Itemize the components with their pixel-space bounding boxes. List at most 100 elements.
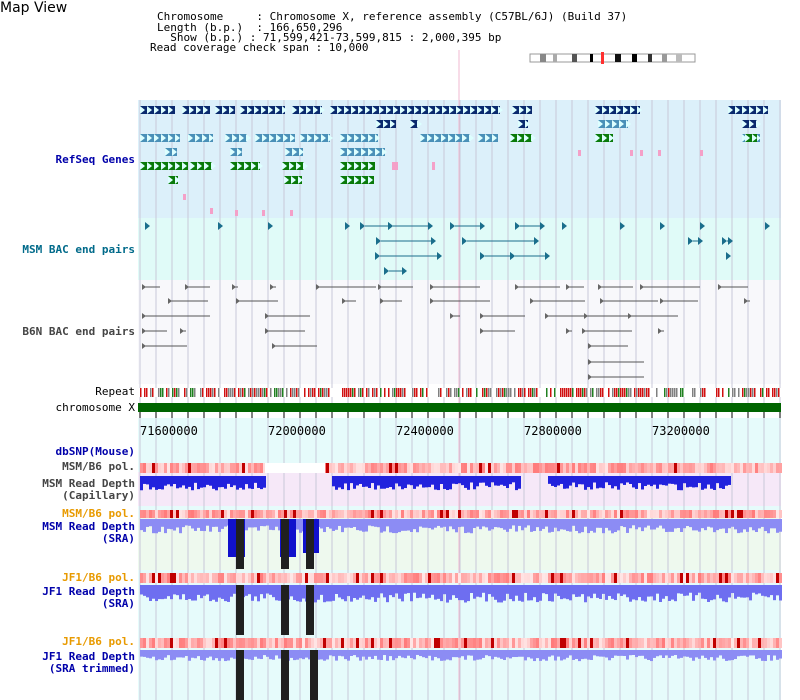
pol-cell <box>446 510 449 518</box>
pol-cell <box>701 510 704 518</box>
pol-cell <box>314 573 317 583</box>
depth-bar <box>434 585 437 600</box>
depth-bar <box>764 519 767 532</box>
depth-bar <box>476 650 479 660</box>
pol-cell <box>296 573 299 583</box>
depth-bar <box>731 519 734 527</box>
depth-bar <box>434 650 437 657</box>
pol-cell <box>440 573 443 583</box>
pol-cell <box>479 510 482 518</box>
label-jf1-b6-pol-2: JF1/B6 pol. <box>62 635 135 648</box>
repeat-mark <box>274 388 276 397</box>
pol-cell <box>542 463 545 473</box>
depth-bar <box>218 519 221 532</box>
pol-cell <box>242 573 245 583</box>
pol-cell <box>440 463 443 473</box>
pol-cell <box>737 638 740 648</box>
repeat-mark <box>400 388 402 397</box>
depth-bar <box>731 650 734 661</box>
pol-cell <box>326 638 329 648</box>
depth-bar <box>773 519 776 529</box>
pol-cell <box>503 638 506 648</box>
bac-end <box>450 313 454 319</box>
pol-cell <box>266 510 269 518</box>
depth-bar <box>452 585 455 596</box>
repeat-mark <box>554 388 556 397</box>
pol-cell <box>599 510 602 518</box>
depth-bar <box>428 519 431 529</box>
pol-cell <box>314 510 317 518</box>
repeat-mark <box>346 388 348 397</box>
pol-cell <box>632 573 635 583</box>
pol-cell <box>527 463 530 473</box>
pol-cell <box>335 638 338 648</box>
pol-cell <box>359 510 362 518</box>
gene-arrow <box>756 134 761 142</box>
pol-cell <box>251 573 254 583</box>
pol-cell <box>257 510 260 518</box>
pol-cell <box>335 510 338 518</box>
depth-bar <box>206 585 209 595</box>
depth-bar <box>353 650 356 656</box>
gene-arrow <box>484 106 489 114</box>
pol-cell <box>215 638 218 648</box>
pol-cell <box>767 573 770 583</box>
repeat-mark <box>522 388 524 397</box>
depth-bar <box>155 476 158 490</box>
pol-cell <box>587 573 590 583</box>
pol-cell <box>176 510 179 518</box>
pol-cell <box>755 638 758 648</box>
depth-bar <box>167 476 170 485</box>
depth-bar <box>626 650 629 660</box>
pol-cell <box>209 463 212 473</box>
pol-cell <box>218 463 221 473</box>
repeat-mark <box>414 388 416 397</box>
depth-bar <box>245 650 248 659</box>
gene-arrow <box>609 106 614 114</box>
pol-cell <box>140 573 143 583</box>
depth-bar <box>599 476 602 488</box>
depth-bar <box>470 476 473 483</box>
pol-cell <box>374 573 377 583</box>
depth-bar <box>653 519 656 530</box>
repeat-mark <box>282 388 284 397</box>
depth-bar <box>707 650 710 660</box>
depth-bar <box>323 519 326 533</box>
repeat-mark <box>744 388 746 397</box>
depth-bar <box>635 476 638 489</box>
pol-cell <box>671 463 674 473</box>
pol-cell <box>152 573 155 583</box>
depth-bar <box>548 519 551 533</box>
gene-arrow <box>204 162 209 170</box>
bac-end <box>272 343 276 349</box>
depth-bar <box>491 650 494 660</box>
pol-cell <box>560 510 563 518</box>
bac-end <box>628 313 632 319</box>
repeat-mark <box>668 388 670 397</box>
depth-bar <box>596 519 599 528</box>
pol-cell <box>224 638 227 648</box>
pol-cell <box>605 573 608 583</box>
gene-arrow <box>421 106 426 114</box>
depth-bar <box>542 650 545 660</box>
depth-bar <box>239 476 242 488</box>
depth-bar <box>701 476 704 490</box>
depth-bar <box>557 476 560 486</box>
depth-bar <box>629 585 632 602</box>
gene-arrow <box>376 120 381 128</box>
repeat-mark <box>676 388 678 397</box>
pol-cell <box>182 510 185 518</box>
pol-cell <box>683 463 686 473</box>
depth-bar <box>380 585 383 594</box>
repeat-mark <box>634 388 636 397</box>
gene-arrow <box>269 134 274 142</box>
pol-cell <box>755 463 758 473</box>
pol-cell <box>512 463 515 473</box>
pol-cell <box>605 463 608 473</box>
depth-bar <box>470 650 473 656</box>
depth-bar <box>449 476 452 490</box>
pol-cell <box>404 638 407 648</box>
depth-bar <box>767 650 770 656</box>
pol-cell <box>647 510 650 518</box>
